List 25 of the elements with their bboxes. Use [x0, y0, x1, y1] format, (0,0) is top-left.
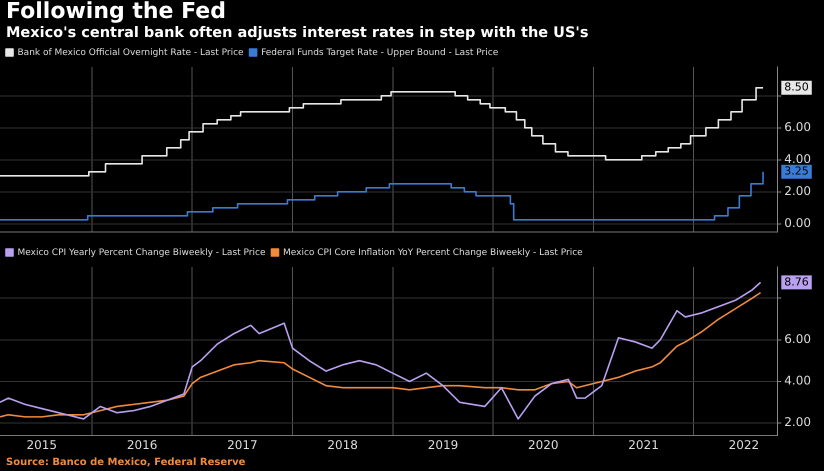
x-tick-label: 2019 [428, 438, 458, 452]
y-tick-label: 0.00 [784, 216, 811, 230]
y-tick-label: 4.00 [784, 374, 811, 388]
y-tick-label: 2.00 [784, 415, 811, 430]
x-tick-label: 2018 [327, 438, 358, 452]
chart-title: Following the Fed [5, 0, 227, 24]
legend-label: Mexico CPI Yearly Percent Change Biweekly - Last Price [18, 248, 266, 258]
annotation: 8.50 [784, 80, 809, 94]
y-tick-label: 6.00 [784, 120, 811, 134]
legend-label: Bank of Mexico Official Overnight Rate - Last Price [18, 48, 244, 58]
annotation: 8.76 [784, 275, 809, 288]
source-note: Source: Banco de Mexico, Federal Reserve [5, 456, 246, 470]
legend-label: Mexico CPI Core Inflation YoY Percent Change Biweekly - Last Price [282, 248, 584, 258]
x-tick-label: 2021 [628, 438, 659, 452]
x-tick-label: 2016 [126, 438, 158, 452]
chart-subtitle: Mexico's central bank often adjusts interest rates in step with the US's [5, 24, 590, 42]
annotation: 3.25 [784, 164, 809, 178]
x-tick-label: 2015 [26, 438, 58, 452]
y-tick-label: 4.00 [784, 152, 811, 166]
y-tick-label: 2.00 [784, 184, 811, 198]
x-tick-label: 2020 [528, 438, 559, 452]
x-tick-label: 2022 [728, 438, 760, 452]
y-tick-label: 6.00 [784, 332, 811, 346]
x-tick-label: 2017 [227, 438, 258, 452]
legend-label: Federal Funds Target Rate - Upper Bound - Last Price [261, 48, 499, 58]
